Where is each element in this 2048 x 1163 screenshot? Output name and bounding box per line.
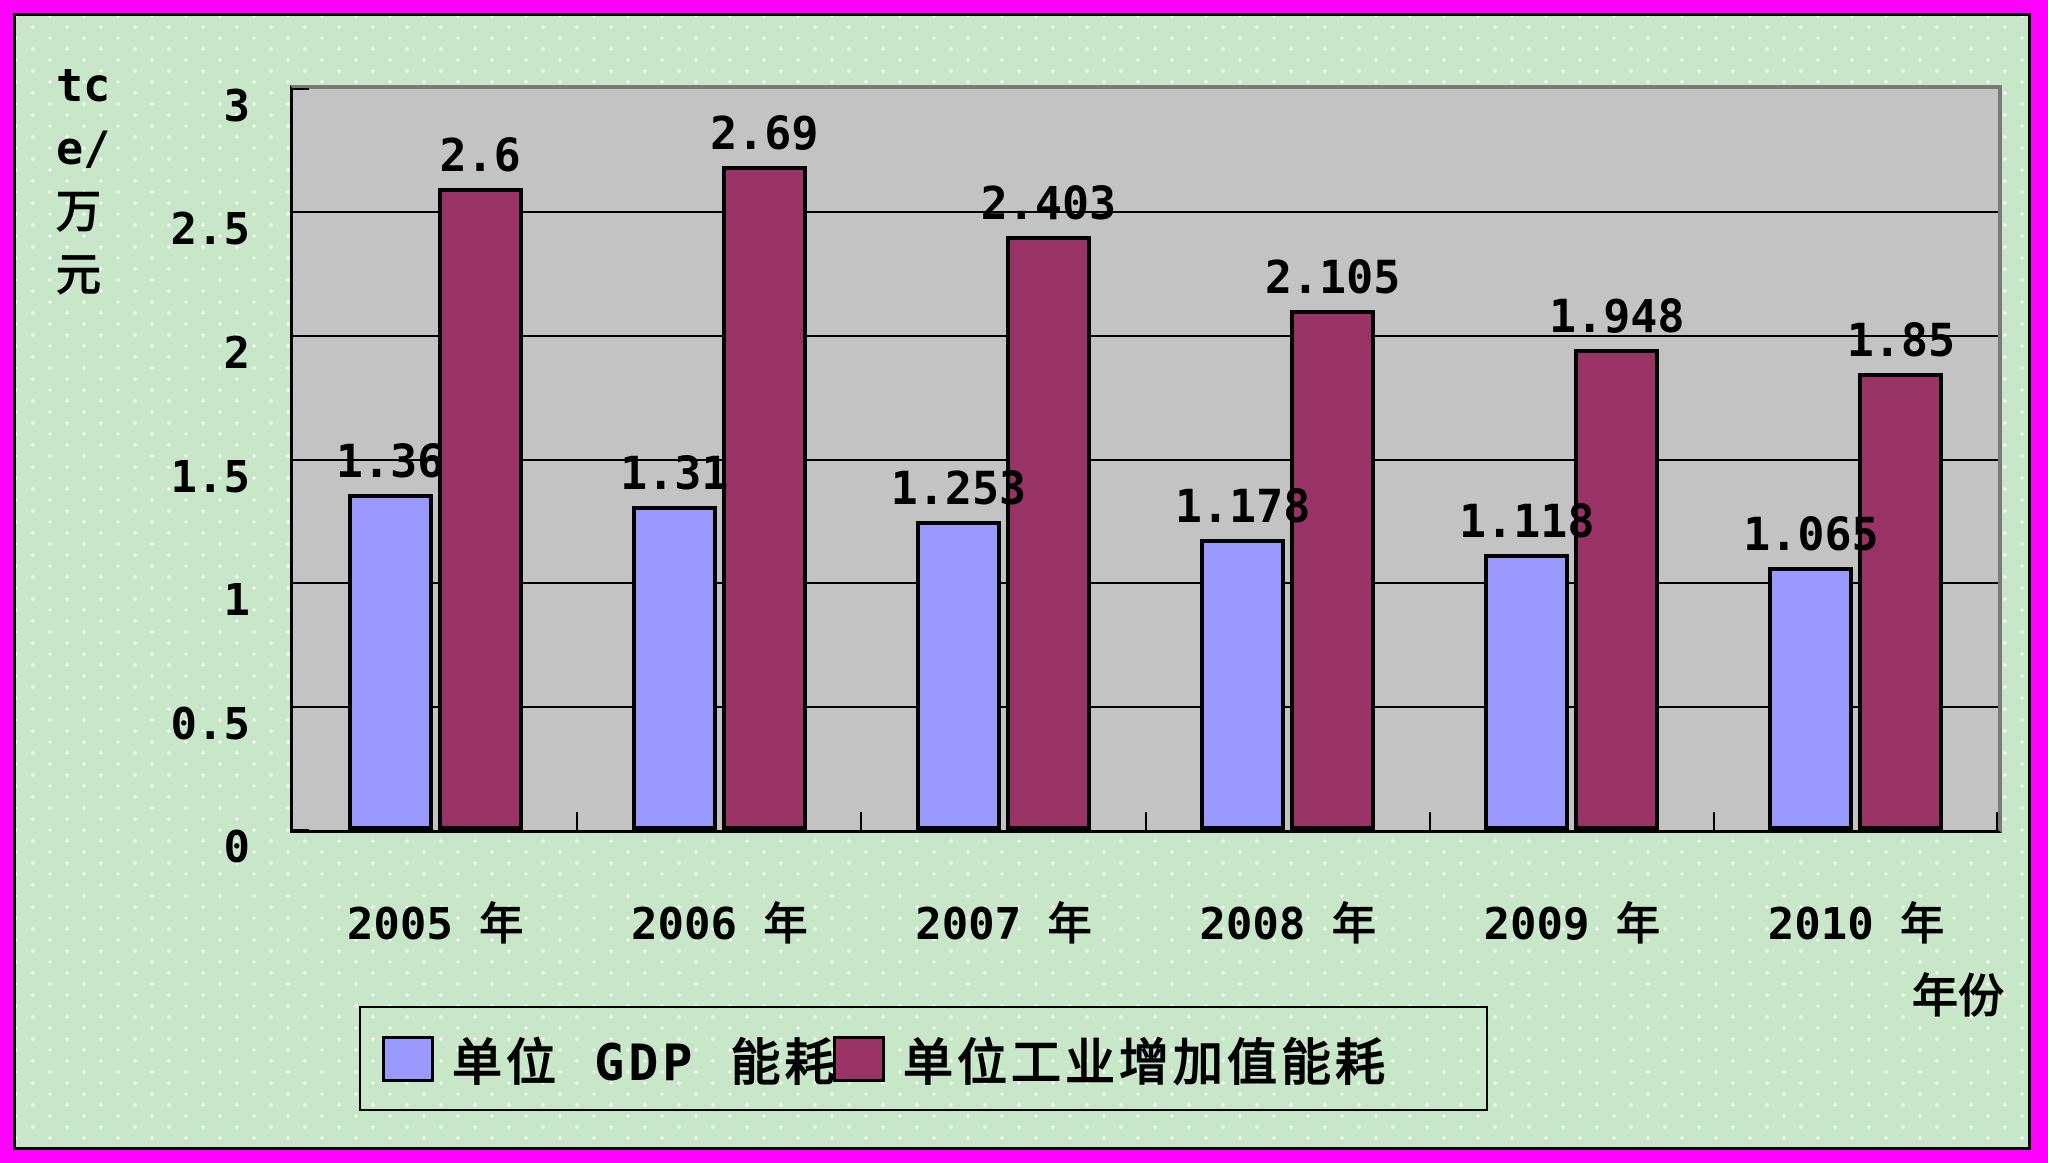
x-axis-label: 2005 年 <box>346 899 524 950</box>
bar-s1-c0 <box>437 187 523 830</box>
bar-label-s1-c0: 2.6 <box>439 128 521 182</box>
bar-s1-c3 <box>1290 310 1376 830</box>
bar-label-s1-c5: 1.85 <box>1846 314 1956 368</box>
gridline <box>293 581 1998 584</box>
y-axis-title-line: 元 <box>56 248 102 301</box>
gridline <box>293 705 1998 708</box>
bar-label-s0-c3: 1.178 <box>1174 480 1311 534</box>
x-axis-category-labels: 2005 年 2006 年 2007 年 2008 年 2009 年 2010 年 <box>293 888 1998 950</box>
y-tick-label: 2 <box>223 327 251 379</box>
y-tick-mark <box>293 88 309 90</box>
legend: 单位 GDP 能耗 单位工业增加值能耗 <box>359 1006 1488 1111</box>
bar-s1-c4 <box>1574 348 1660 830</box>
x-axis-label: 2007 年 <box>915 899 1092 950</box>
y-axis-title-line: tc <box>56 59 111 112</box>
bar-s0-c0 <box>347 494 433 830</box>
legend-swatch-s0 <box>382 1035 434 1082</box>
y-tick-label: 1.5 <box>170 451 250 503</box>
y-tick-mark <box>293 705 309 708</box>
bar-s0-c4 <box>1484 553 1570 830</box>
x-tick-mark <box>576 812 579 830</box>
bar-s1-c5 <box>1858 373 1944 830</box>
y-axis-title: tc e/万元 <box>56 54 110 306</box>
gridline <box>293 458 1998 461</box>
plot-area: 1.36 1.31 1.253 1.178 1.118 1.065 2.6 2.69 2.403… <box>290 85 2002 833</box>
bar-s0-c3 <box>1200 539 1286 830</box>
legend-swatch-s1 <box>833 1035 885 1082</box>
bar-label-s1-c4: 1.948 <box>1549 289 1685 343</box>
bar-s0-c5 <box>1768 566 1854 830</box>
gridline <box>293 211 1998 214</box>
y-axis-title-line: e/ <box>56 122 111 175</box>
bar-label-s1-c3: 2.105 <box>1264 251 1401 305</box>
chart-area: tc e/万元 0 0.5 1 1.5 2 2.5 3 1.36 1.31 1.253 1.178 1… <box>13 13 2031 1150</box>
bar-label-s0-c5: 1.065 <box>1743 507 1879 561</box>
y-tick-label: 0.5 <box>170 698 250 750</box>
legend-item-s0: 单位 GDP 能耗 <box>382 1008 839 1109</box>
y-tick-mark <box>293 829 309 831</box>
x-tick-mark <box>1996 812 1998 830</box>
x-tick-mark <box>1712 812 1715 830</box>
x-tick-mark <box>860 812 863 830</box>
y-tick-mark <box>293 334 309 337</box>
bar-label-s1-c1: 2.69 <box>710 106 819 160</box>
y-axis-tick-labels: 0 0.5 1 1.5 2 2.5 3 <box>80 81 251 873</box>
bar-s1-c2 <box>1005 236 1091 830</box>
legend-label-s1: 单位工业增加值能耗 <box>903 1033 1389 1092</box>
bar-s0-c1 <box>631 506 717 830</box>
legend-label-s0: 单位 GDP 能耗 <box>452 1033 839 1092</box>
x-tick-mark <box>1144 812 1147 830</box>
legend-item-s1: 单位工业增加值能耗 <box>833 1008 1389 1109</box>
bar-label-s0-c4: 1.118 <box>1459 494 1595 548</box>
bar-label-s0-c0: 1.36 <box>335 435 445 489</box>
y-tick-label: 3 <box>223 81 251 132</box>
x-axis-label: 2009 年 <box>1483 899 1660 950</box>
bar-label-s0-c1: 1.31 <box>620 447 729 501</box>
y-tick-label: 1 <box>223 574 251 626</box>
x-tick-mark <box>1428 812 1431 830</box>
bar-label-s1-c2: 2.403 <box>980 177 1117 231</box>
bar-s1-c1 <box>721 165 807 830</box>
gridline <box>293 334 1998 337</box>
y-tick-mark <box>293 211 309 214</box>
y-tick-mark <box>293 458 309 461</box>
y-tick-label: 2.5 <box>170 204 250 256</box>
x-axis-title: 年份 <box>1912 969 2004 1023</box>
x-axis-label: 2010 年 <box>1767 899 1945 950</box>
bar-label-s0-c2: 1.253 <box>890 461 1027 515</box>
x-axis-label: 2006 年 <box>631 899 808 950</box>
y-axis-title-line: 万 <box>56 185 102 238</box>
x-axis-label: 2008 年 <box>1199 899 1376 950</box>
y-tick-label: 0 <box>223 822 251 873</box>
bar-s0-c2 <box>915 520 1001 830</box>
y-tick-mark <box>293 581 309 584</box>
